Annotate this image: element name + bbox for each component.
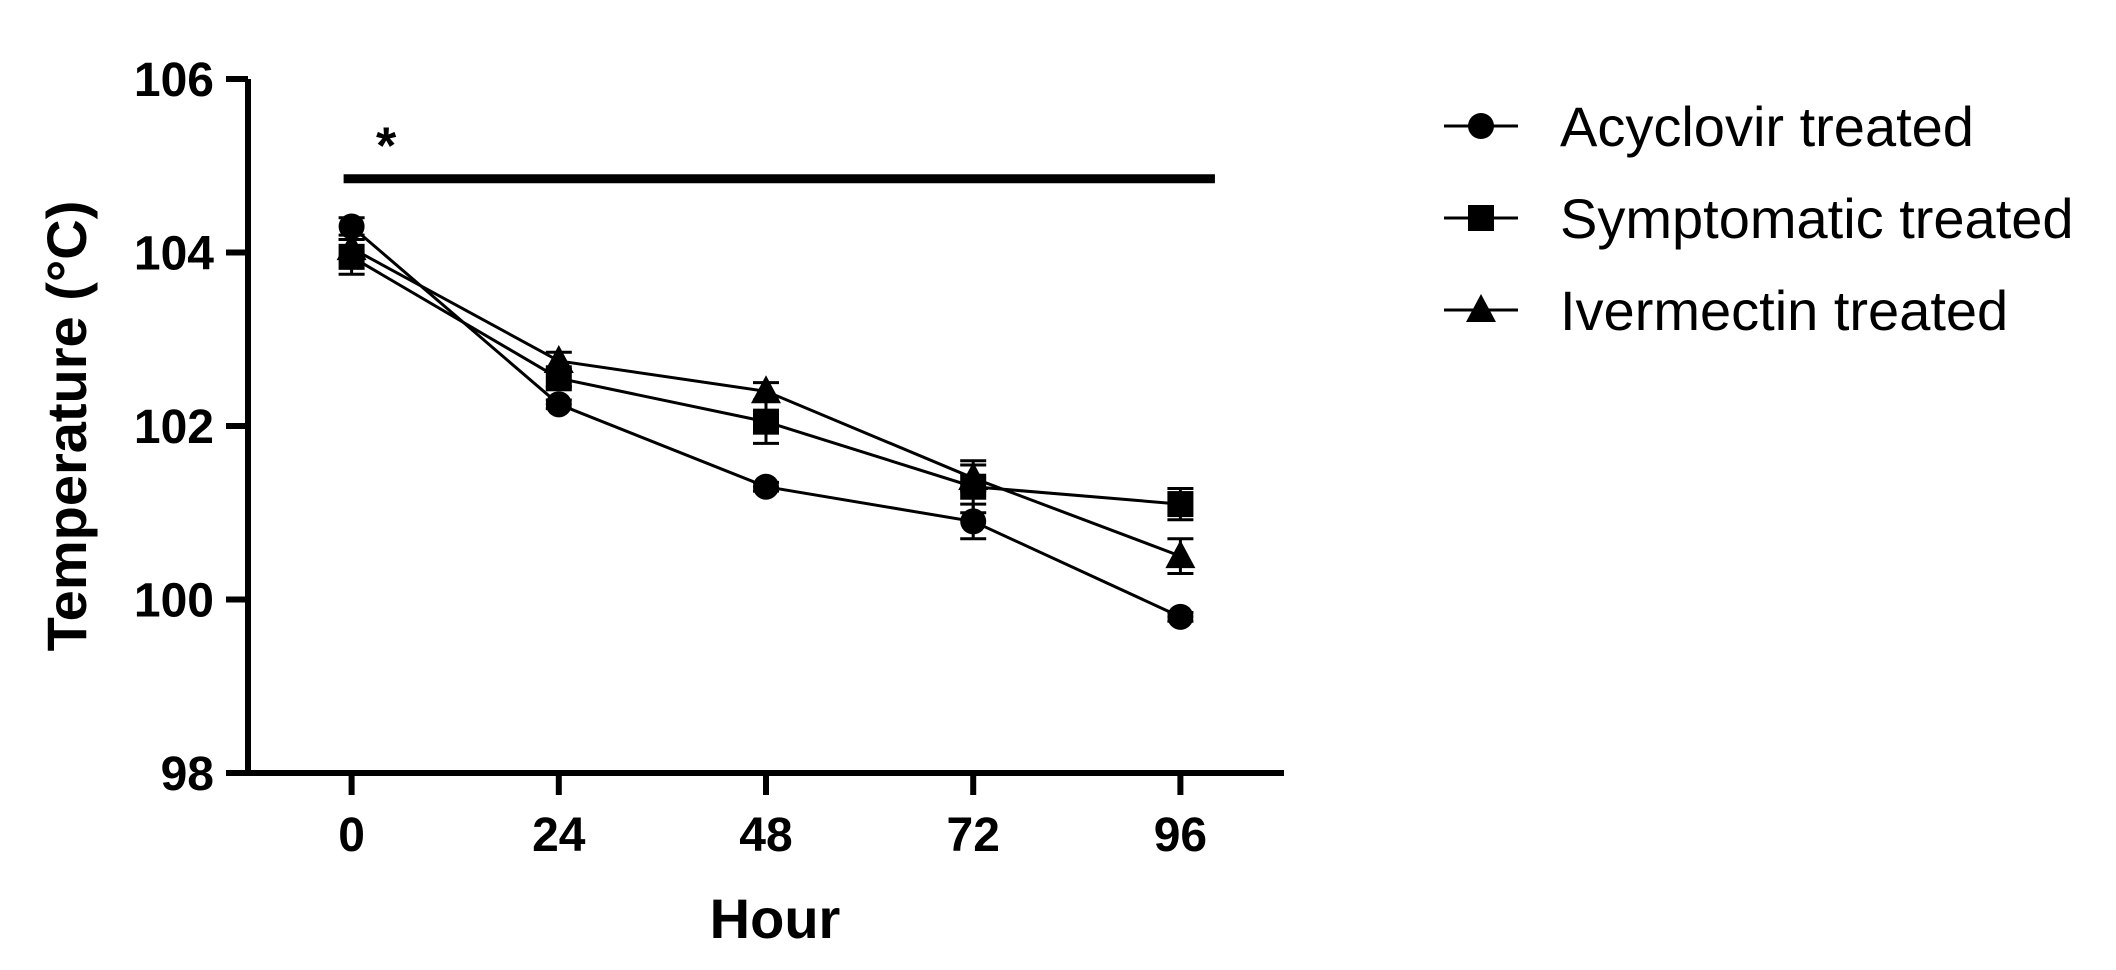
legend-label: Acyclovir treated bbox=[1560, 95, 1974, 158]
legend-label: Symptomatic treated bbox=[1560, 187, 2074, 250]
data-point bbox=[338, 213, 365, 240]
y-tick-label: 100 bbox=[134, 575, 214, 628]
legend: Acyclovir treated Symptomatic treated Iver… bbox=[1444, 95, 2074, 342]
data-point bbox=[753, 408, 779, 435]
series-layer bbox=[336, 213, 1196, 630]
x-tick-label: 48 bbox=[739, 809, 792, 862]
data-point bbox=[751, 375, 781, 404]
chart-axes: 98 100 102 104 106 0 24 48 72 96 bbox=[134, 54, 1284, 862]
y-tick-label: 98 bbox=[161, 748, 214, 801]
y-tick-label: 104 bbox=[134, 228, 214, 281]
x-tick-label: 96 bbox=[1154, 809, 1207, 862]
y-tick-label: 106 bbox=[134, 54, 214, 107]
series-circle bbox=[338, 213, 1194, 630]
legend-marker bbox=[1468, 205, 1494, 231]
legend-item: Ivermectin treated bbox=[1444, 279, 2008, 342]
legend-marker bbox=[1468, 113, 1494, 139]
significance-marker: * bbox=[376, 118, 397, 176]
legend-label: Ivermectin treated bbox=[1560, 279, 2008, 342]
legend-item: Symptomatic treated bbox=[1444, 187, 2074, 250]
legend-item: Acyclovir treated bbox=[1444, 95, 1974, 158]
data-point bbox=[1167, 491, 1194, 518]
data-point bbox=[545, 391, 572, 418]
data-point bbox=[958, 462, 989, 491]
y-axis-title: Temperature (°C) bbox=[35, 201, 98, 652]
data-point bbox=[543, 344, 574, 373]
significance-annotation: * bbox=[343, 118, 1215, 184]
series-triangle bbox=[336, 232, 1196, 575]
data-point bbox=[336, 232, 367, 261]
data-point bbox=[753, 473, 779, 500]
x-axis-title: Hour bbox=[710, 887, 841, 950]
data-point bbox=[1165, 540, 1196, 569]
x-tick-label: 0 bbox=[338, 809, 365, 862]
data-point bbox=[1167, 603, 1194, 630]
x-tick-label: 24 bbox=[532, 809, 586, 862]
y-tick-label: 102 bbox=[134, 401, 214, 454]
x-tick-label: 72 bbox=[947, 809, 1000, 862]
legend-marker bbox=[1466, 294, 1496, 322]
data-point bbox=[960, 508, 987, 535]
